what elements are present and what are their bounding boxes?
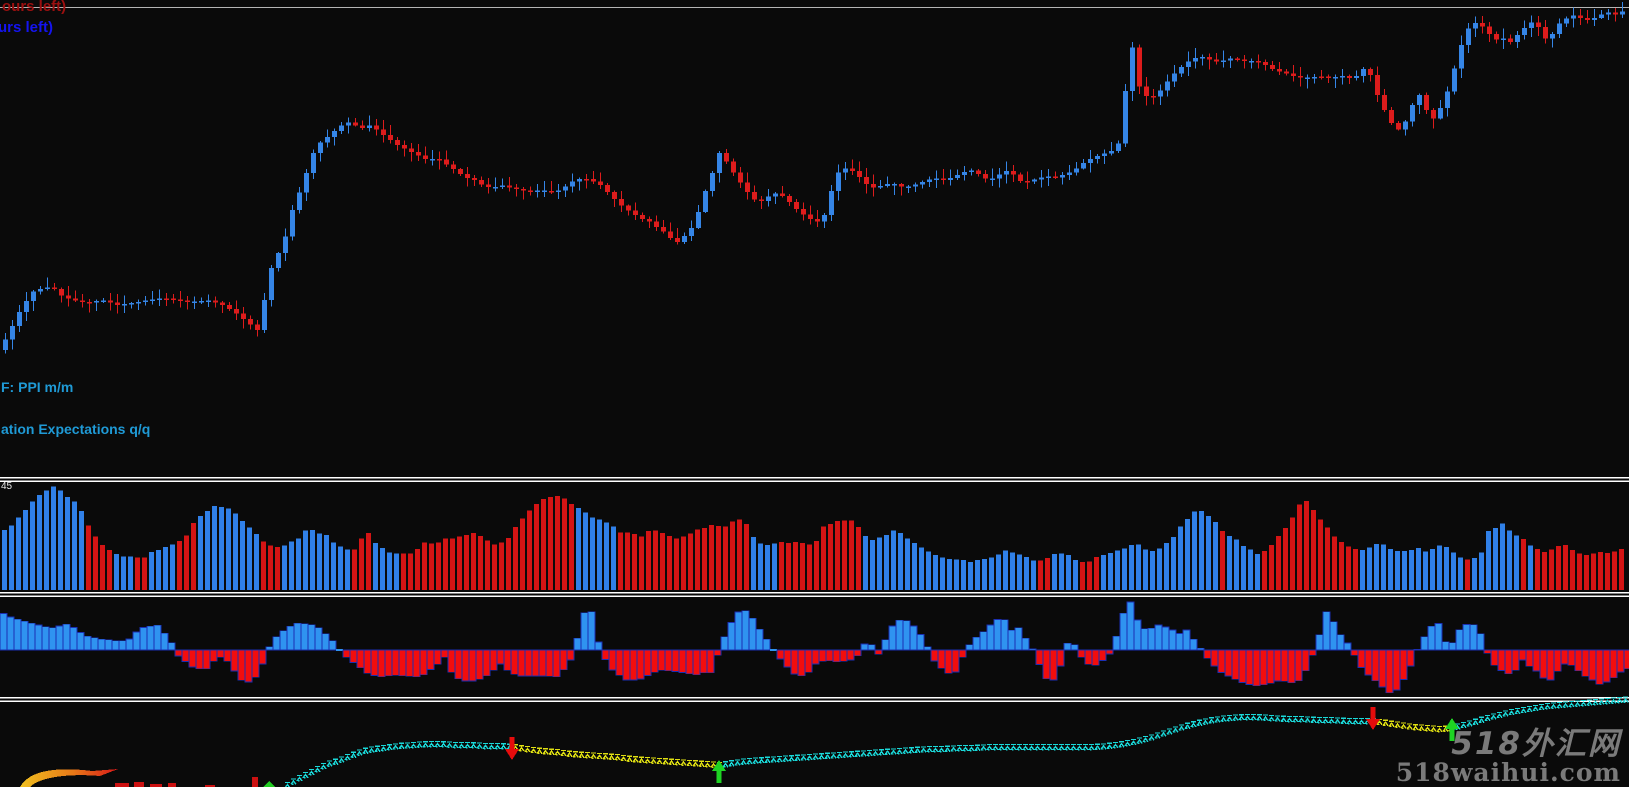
sell-arrow-icon [1366, 707, 1380, 730]
signal-arrows [505, 707, 1459, 783]
candlestick-chart [3, 2, 1625, 354]
indicator2-step-area [0, 601, 1629, 693]
indicator3-signal-line [284, 696, 1629, 787]
panel-separators [0, 477, 1629, 702]
buy-arrow-icon [1445, 718, 1459, 741]
partial-logo [20, 769, 275, 787]
logo-swoosh-icon [20, 769, 118, 787]
sell-arrow-icon [505, 737, 519, 760]
price-level-line [0, 7, 1629, 8]
indicator1-histogram [2, 486, 1624, 590]
buy-arrow-icon [712, 760, 727, 783]
